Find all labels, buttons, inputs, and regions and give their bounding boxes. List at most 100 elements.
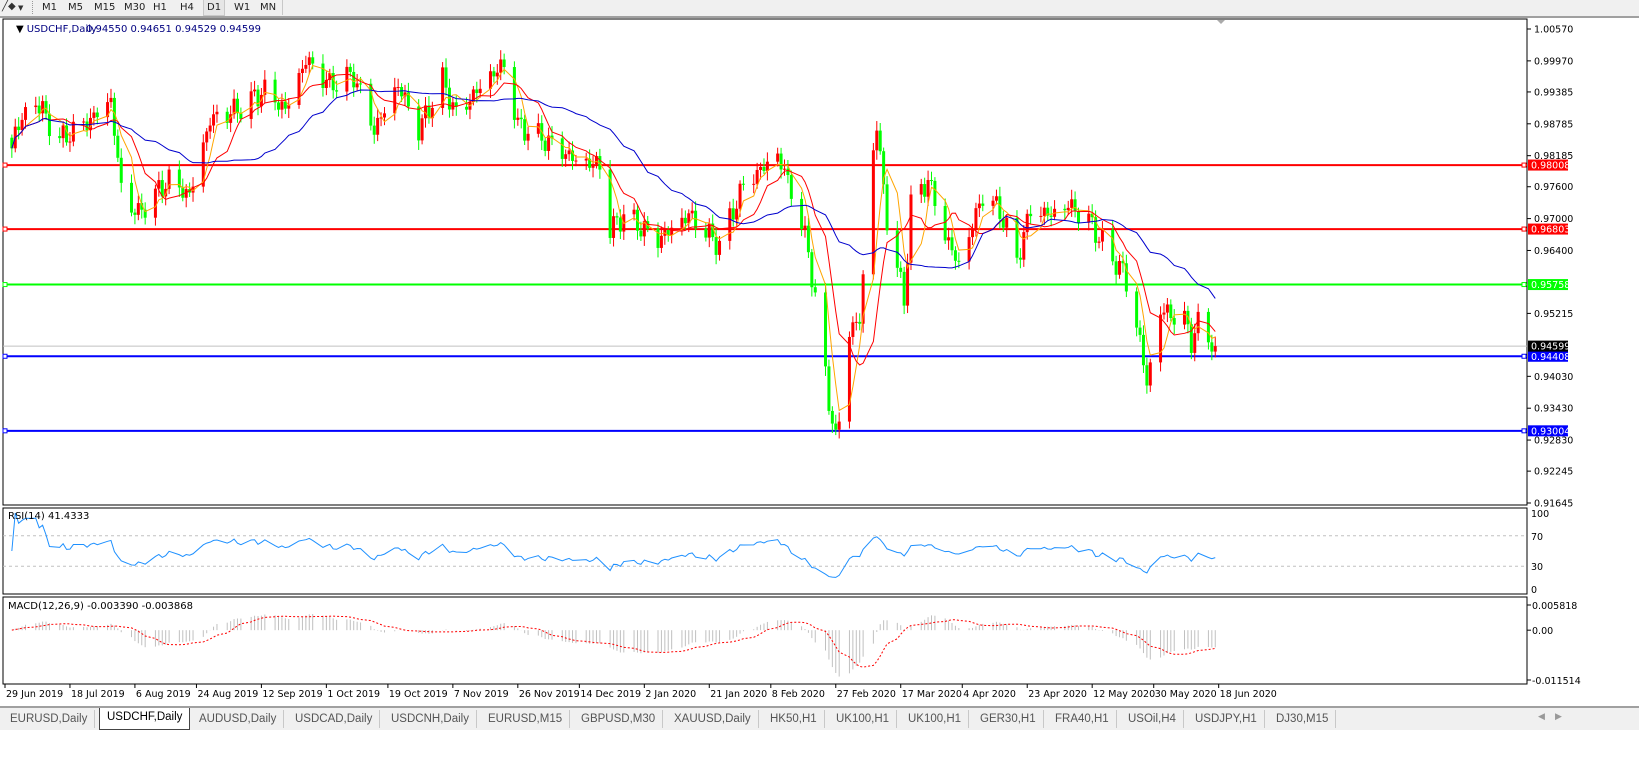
chart-tab[interactable]: USDCHF,Daily (99, 708, 191, 730)
level-price-label: 0.98008 (1531, 161, 1570, 172)
candle-body (1111, 229, 1115, 262)
candle-body (567, 150, 571, 155)
chart-tab[interactable]: EURUSD,Daily (3, 710, 96, 728)
timeframe-m30[interactable]: M30 (124, 2, 146, 13)
candle-body (1124, 263, 1128, 292)
candle-body (608, 169, 612, 238)
candle-body (253, 89, 257, 92)
timeframe-d1[interactable]: D1 (203, 0, 226, 16)
chart-tab[interactable]: XAUUSD,Daily (667, 710, 759, 728)
candle-body (184, 189, 188, 198)
chart-tab[interactable]: USDJPY,H1 (1188, 710, 1265, 728)
candle-body (287, 104, 291, 109)
chart-tab[interactable]: EURUSD,M15 (481, 710, 571, 728)
timeframe-h4[interactable]: H4 (180, 2, 194, 13)
candle-body (10, 137, 14, 149)
level-handle-left (2, 353, 8, 359)
price-tick-label: 0.92830 (1534, 436, 1573, 447)
candle-body (396, 87, 400, 89)
candle-body (1073, 199, 1077, 211)
candle-body (1039, 215, 1043, 217)
chart-tab[interactable]: USOil,H4 (1121, 710, 1184, 728)
candle-body (523, 119, 527, 141)
candle-body (861, 274, 865, 324)
line-tools-icon[interactable]: ╱◆ (2, 1, 16, 12)
candle-body (526, 133, 530, 141)
timeframe-m15[interactable]: M15 (94, 2, 116, 13)
candle-body (782, 168, 786, 170)
scroll-right-icon[interactable]: ▶ (1555, 712, 1562, 722)
candle-body (950, 237, 954, 251)
chart-tab[interactable]: GBPUSD,M30 (574, 710, 664, 728)
chart-tab[interactable]: GER30,H1 (973, 710, 1044, 728)
candle-body (92, 112, 96, 118)
timeframe-m1[interactable]: M1 (42, 2, 57, 13)
candle-body (167, 169, 171, 189)
candle-body (1145, 365, 1149, 386)
candle-body (235, 98, 239, 114)
toolbar-grip[interactable] (32, 1, 35, 14)
level-handle-left (2, 428, 8, 434)
candle-body (878, 130, 882, 152)
candle-body (947, 237, 951, 241)
scroll-left-icon[interactable]: ◀ (1538, 712, 1545, 722)
date-label: 18 Jul 2019 (71, 689, 125, 700)
chart-tab[interactable]: DJ30,M15 (1269, 710, 1337, 728)
date-label: 4 Apr 2020 (963, 689, 1016, 700)
candle-body (143, 209, 147, 218)
candle-body (714, 237, 718, 255)
chart-tab[interactable]: AUDUSD,Daily (192, 710, 285, 728)
level-price-badge (1528, 279, 1568, 291)
price-tick-label: 0.95215 (1534, 309, 1573, 320)
price-tick-label: 0.93430 (1534, 404, 1573, 415)
candle-body (991, 200, 995, 206)
candle-body (379, 117, 383, 119)
candle-body (263, 79, 267, 95)
candle-body (909, 194, 913, 263)
candle-body (164, 188, 168, 197)
candle-body (547, 135, 551, 151)
candle-body (311, 57, 315, 64)
date-label: 1 Oct 2019 (327, 689, 380, 700)
date-label: 6 Aug 2019 (136, 689, 191, 700)
chart-tab[interactable]: FRA40,H1 (1048, 710, 1117, 728)
timeframe-mn[interactable]: MN (260, 2, 277, 13)
chart-tab[interactable]: USDCAD,Daily (288, 710, 381, 728)
timeframe-h1[interactable]: H1 (153, 2, 167, 13)
candle-body (885, 184, 889, 231)
date-label: 24 Aug 2019 (197, 689, 258, 700)
chart-tab[interactable]: USDCNH,Daily (384, 710, 477, 728)
rsi-axis-label: 0 (1531, 585, 1537, 596)
collapse-triangle-icon[interactable]: ▼ (16, 24, 24, 35)
level-handle-left (2, 226, 8, 232)
rsi-axis-label: 70 (1531, 532, 1543, 543)
date-label: 14 Dec 2019 (580, 689, 641, 700)
macd-axis-label: 0.00 (1532, 626, 1553, 637)
candle-body (256, 89, 260, 107)
candle-body (37, 105, 41, 114)
candle-body (591, 164, 595, 168)
bid-price-label: 0.94599 (1531, 342, 1570, 353)
price-chart[interactable]: 1.00570 0.99970 0.99385 0.98785 0.98185 0.976… (0, 0, 1639, 706)
candle-body (564, 154, 568, 159)
candle-body (355, 83, 359, 88)
level-price-label: 0.94408 (1531, 352, 1570, 363)
candle-body (376, 117, 380, 135)
candle-body (974, 208, 978, 230)
candle-body (639, 230, 643, 237)
price-tick-label: 0.97000 (1534, 214, 1573, 225)
chart-shift-marker[interactable] (1217, 20, 1225, 24)
chart-tab[interactable]: HK50,H1 (763, 710, 825, 728)
candle-body (95, 112, 99, 118)
candle-body (923, 184, 927, 197)
dropdown-arrow-icon[interactable]: ▼ (18, 4, 24, 12)
candle-body (420, 118, 424, 141)
candle-body (478, 88, 482, 94)
candle-body (119, 157, 123, 183)
timeframe-m5[interactable]: M5 (68, 2, 83, 13)
chart-tab[interactable]: UK100,H1 (829, 710, 898, 728)
candle-body (475, 89, 479, 94)
chart-tab[interactable]: UK100,H1 (901, 710, 970, 728)
price-tick-label: 0.99385 (1534, 87, 1573, 98)
timeframe-w1[interactable]: W1 (234, 2, 251, 13)
